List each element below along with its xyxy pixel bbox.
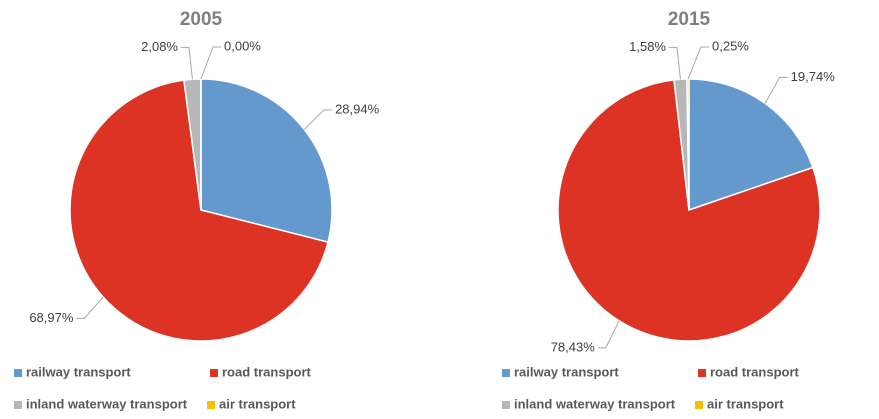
legend-marker <box>207 401 215 409</box>
legend-label: railway transport <box>514 364 619 379</box>
pie-slice <box>686 78 690 211</box>
legend-marker <box>14 369 22 377</box>
leader-line <box>669 46 681 80</box>
data-label: 0,25% <box>712 38 749 53</box>
leader-line <box>597 320 620 349</box>
pie-slice <box>200 78 333 244</box>
data-label: 28,94% <box>335 101 380 116</box>
leader-line <box>764 76 788 104</box>
data-label: 19,74% <box>791 69 836 84</box>
data-label: 68,97% <box>29 310 74 325</box>
leader-line <box>304 109 333 130</box>
legend-marker <box>210 369 218 377</box>
leader-line <box>200 46 221 80</box>
legend-marker <box>502 369 510 377</box>
data-label: 1,58% <box>629 39 666 54</box>
legend-label: railway transport <box>26 364 131 379</box>
legend-label: road transport <box>222 364 312 379</box>
data-label: 0,00% <box>224 38 261 53</box>
data-label: 2,08% <box>141 39 178 54</box>
pie-slice <box>557 79 821 342</box>
legend-marker <box>502 401 510 409</box>
leader-line <box>181 46 193 80</box>
legend-marker <box>695 401 703 409</box>
leader-line <box>76 296 104 319</box>
legend-marker <box>14 401 22 409</box>
chart-title: 2015 <box>668 9 711 30</box>
leader-line <box>687 46 709 80</box>
legend-label: air transport <box>219 396 296 411</box>
legend-label: air transport <box>707 396 784 411</box>
chart-title: 2005 <box>180 9 223 30</box>
data-label: 78,43% <box>551 339 596 354</box>
legend-label: inland waterway transport <box>26 396 188 411</box>
legend-label: road transport <box>710 364 800 379</box>
legend-label: inland waterway transport <box>514 396 676 411</box>
legend-marker <box>698 369 706 377</box>
